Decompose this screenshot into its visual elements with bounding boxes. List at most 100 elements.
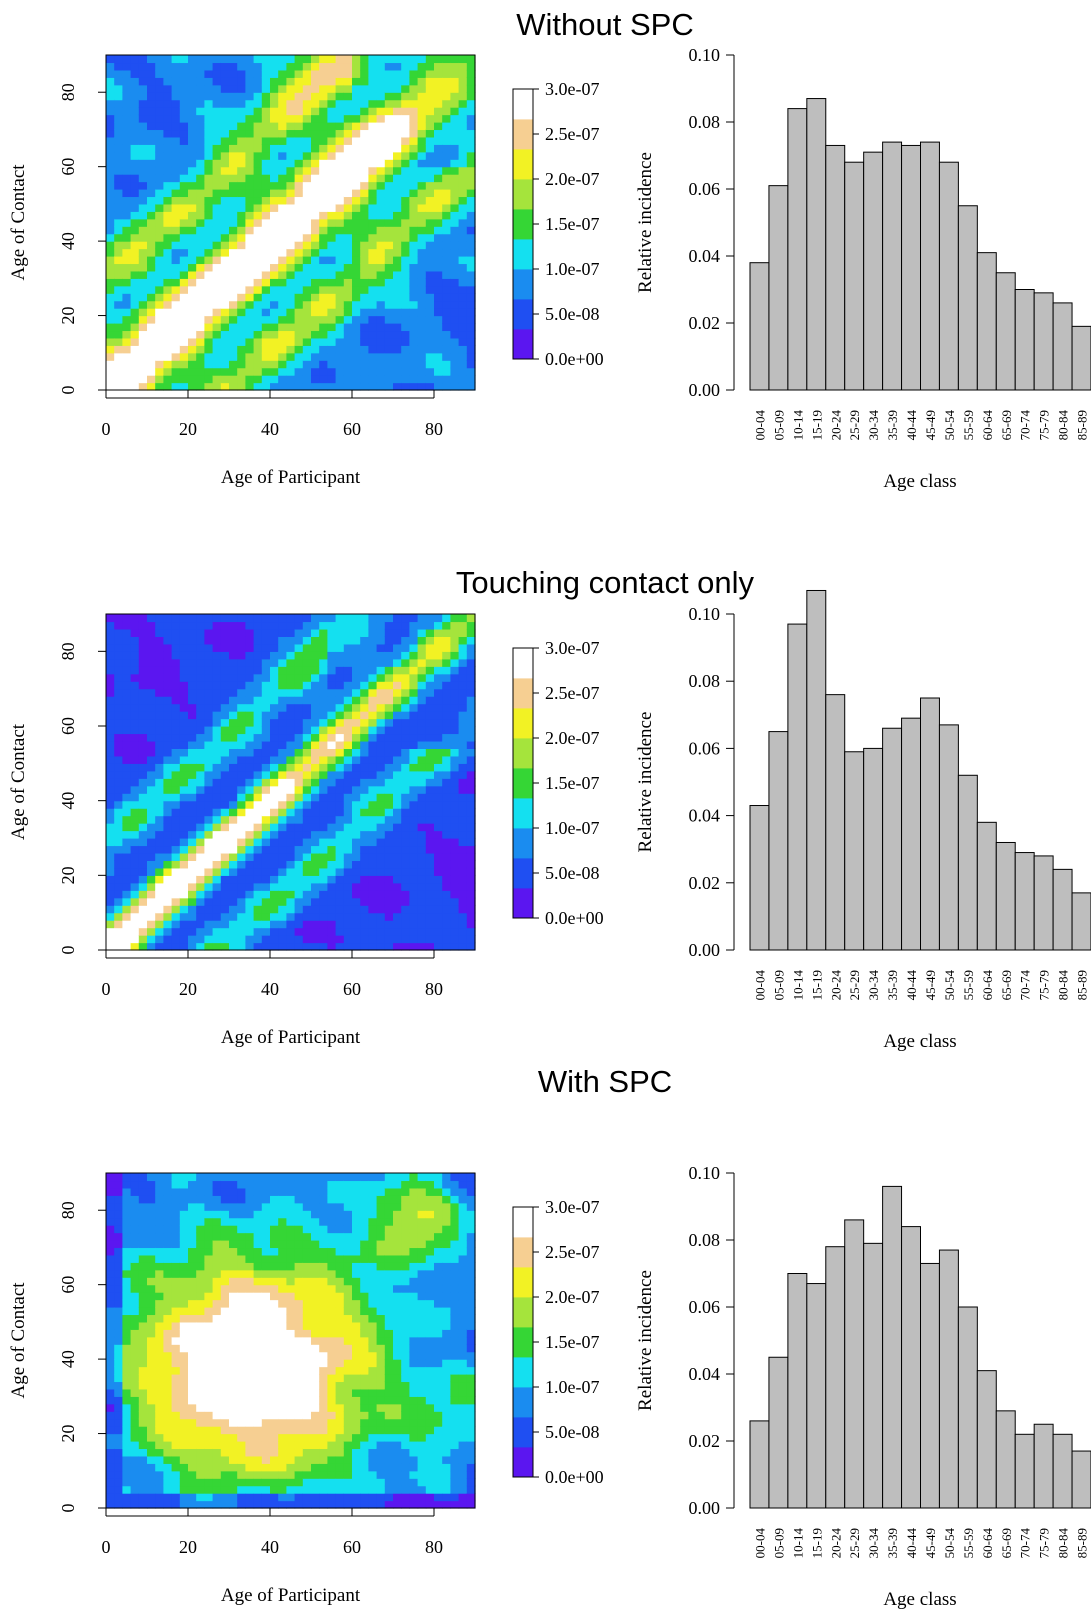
heatmap-cells	[106, 614, 476, 951]
bar-x-tick-label: 40-44	[904, 970, 919, 1001]
legend-swatch	[513, 299, 533, 330]
bar-x-tick-label: 40-44	[904, 410, 919, 441]
bar	[1052, 302, 1073, 391]
legend-label: 3.0e-07	[545, 1197, 599, 1217]
bar-y-tick-label: 0.08	[689, 671, 721, 691]
legend-label: 3.0e-07	[545, 638, 599, 658]
heatmap-y-tick-label: 60	[58, 158, 78, 176]
bar	[938, 161, 959, 391]
bar-x-tick-label: 75-79	[1037, 410, 1052, 440]
legend-label: 1.0e-07	[545, 259, 599, 279]
bar-x-tick-label: 85-89	[1075, 410, 1090, 440]
bar-y-tick-label: 0.00	[689, 1498, 721, 1518]
legend-swatch	[513, 239, 533, 270]
bar	[825, 144, 846, 391]
legend-label: 1.5e-07	[545, 773, 599, 793]
bar-x-tick-label: 05-09	[771, 1528, 786, 1558]
legend-swatch	[513, 708, 533, 739]
heatmap-x-tick-label: 0	[102, 979, 111, 999]
bar-x-tick-label: 40-44	[904, 1528, 919, 1559]
color-legend	[513, 89, 533, 360]
bar-x-tick-label: 20-24	[828, 410, 843, 441]
bar	[806, 1283, 827, 1509]
heatmap-x-tick-label: 80	[425, 1537, 443, 1557]
bar	[995, 272, 1016, 391]
bar	[957, 1306, 978, 1509]
bar-x-tick-label: 25-29	[847, 1528, 862, 1558]
legend-swatch	[513, 828, 533, 859]
legend-swatch	[513, 768, 533, 799]
bar-y-tick-label: 0.10	[689, 1163, 721, 1183]
heatmap-y-tick-label: 60	[58, 717, 78, 735]
bar-x-tick-label: 35-39	[885, 410, 900, 440]
bar-y-tick-label: 0.02	[689, 1431, 721, 1451]
bar	[1052, 868, 1073, 951]
legend-swatch	[513, 648, 533, 679]
heatmap-frame	[105, 54, 476, 391]
bar-x-tick-label: 50-54	[942, 1528, 957, 1559]
bar-y-tick-label: 0.00	[689, 380, 721, 400]
legend-swatch	[513, 738, 533, 769]
bar-y-tick-label: 0.02	[689, 873, 721, 893]
heatmap-x-tick-label: 20	[179, 419, 197, 439]
heatmap-x-tick-label: 0	[102, 1537, 111, 1557]
bar-x-tick-label: 70-74	[1018, 970, 1033, 1001]
bar-y-tick-label: 0.04	[689, 1364, 721, 1384]
heatmap-y-tick-label: 40	[58, 1350, 78, 1368]
heatmap-y-tick-label: 80	[58, 642, 78, 660]
bar-y-tick-label: 0.04	[689, 806, 721, 826]
bar-x-tick-label: 20-24	[828, 1528, 843, 1559]
heatmap-x-tick-label: 20	[179, 979, 197, 999]
bar	[882, 1185, 903, 1509]
bar	[768, 185, 789, 391]
legend-swatch	[513, 89, 533, 120]
heatmap-y-tick-label: 20	[58, 1425, 78, 1443]
bar-y-tick-label: 0.06	[689, 1297, 721, 1317]
legend-swatch	[513, 119, 533, 150]
legend-label: 2.0e-07	[545, 169, 599, 189]
legend-label: 1.5e-07	[545, 1332, 599, 1352]
heatmap-y-label: Age of Contact	[8, 1282, 29, 1399]
bar	[806, 589, 827, 951]
bar	[920, 1262, 940, 1509]
heatmap-y-label: Age of Contact	[8, 723, 29, 840]
bar-x-tick-label: 45-49	[923, 970, 938, 1000]
legend-swatch	[513, 1447, 533, 1478]
bar-x-tick-label: 10-14	[790, 970, 805, 1001]
bar-x-tick-label: 15-19	[809, 970, 824, 1000]
bar-y-tick-label: 0.04	[689, 246, 721, 266]
legend-label: 5.0e-08	[545, 304, 599, 324]
bar-x-tick-label: 30-34	[866, 410, 881, 441]
bar	[787, 623, 808, 951]
bar	[1052, 1433, 1073, 1509]
bar-y-label: Relative incidence	[635, 152, 656, 293]
bar	[938, 724, 959, 951]
bar	[938, 1249, 959, 1509]
legend-swatch	[513, 1357, 533, 1388]
heatmap-x-tick-label: 60	[343, 979, 361, 999]
bar-x-tick-label: 65-69	[999, 970, 1014, 1000]
bar-x-tick-label: 35-39	[885, 970, 900, 1000]
bar-x-tick-label: 70-74	[1018, 1528, 1033, 1559]
legend-swatch	[513, 1267, 533, 1298]
bar-x-tick-label: 60-64	[980, 970, 995, 1001]
heatmap-x-label: Age of Participant	[221, 1027, 361, 1048]
bar	[749, 805, 770, 951]
bar	[976, 252, 997, 391]
bar	[844, 751, 865, 951]
bar-x-tick-label: 70-74	[1018, 410, 1033, 441]
legend-label: 2.0e-07	[545, 728, 599, 748]
heatmap-cells	[106, 55, 476, 391]
bar-x-tick-label: 85-89	[1075, 970, 1090, 1000]
legend-label: 2.5e-07	[545, 1242, 599, 1262]
heatmap-x-tick-label: 40	[261, 419, 279, 439]
legend-label: 5.0e-08	[545, 1422, 599, 1442]
bar-x-tick-label: 15-19	[809, 1528, 824, 1558]
panel-title: With SPC	[538, 1064, 672, 1099]
bar	[844, 1219, 865, 1509]
bar	[863, 747, 884, 951]
legend-label: 0.0e+00	[545, 349, 604, 369]
bar-x-tick-label: 85-89	[1075, 1528, 1090, 1558]
bar-x-tick-label: 45-49	[923, 410, 938, 440]
heatmap-cells	[106, 1173, 476, 1509]
